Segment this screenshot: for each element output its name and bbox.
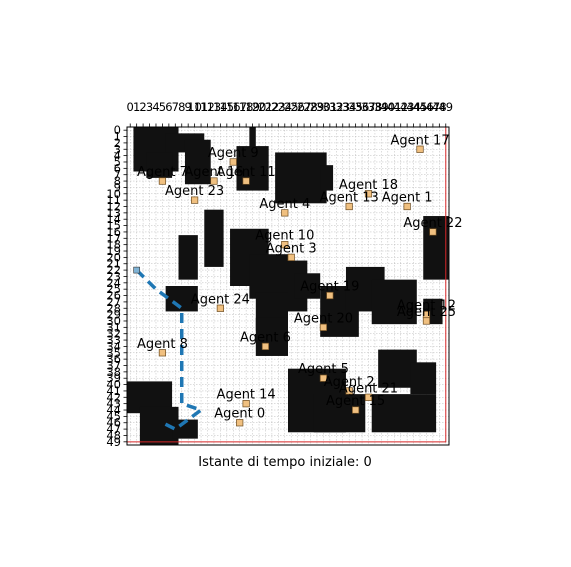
path-start-marker [134,267,140,273]
agent-label: Agent 19 [300,280,359,295]
agent-label: Agent 25 [397,305,456,320]
obstacle-block [410,362,436,394]
x-axis-label: Istante di tempo iniziale: 0 [198,455,372,470]
obstacle-block [204,210,223,267]
agent-label: Agent 5 [298,362,349,377]
y-tick-label: 49 [106,435,121,449]
obstacle-block [179,235,198,280]
agent-label: Agent 16 [184,165,243,180]
agent-label: Agent 18 [339,178,398,193]
x-tick-label: 49 [438,100,453,114]
agent-label: Agent 0 [214,407,265,422]
agent-label: Agent 17 [390,133,449,148]
agent-label: Agent 9 [208,146,259,161]
agent-label: Agent 8 [137,337,188,352]
agent-label: Agent 21 [339,381,398,396]
obstacle-block [320,165,333,190]
agent-label: Agent 4 [259,197,310,212]
agent-label: Agent 14 [217,388,276,403]
agent-label: Agent 23 [165,184,224,199]
agent-label: Agent 22 [403,216,462,231]
agent-label: Agent 20 [294,311,353,326]
agent-label: Agent 10 [255,229,314,244]
agent-label: Agent 6 [240,330,291,345]
agent-label: Agent 7 [137,165,188,180]
agent-label: Agent 24 [191,292,250,307]
